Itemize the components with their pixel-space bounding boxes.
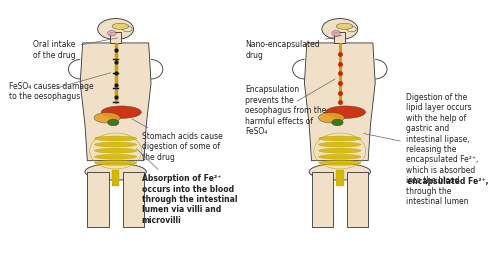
Text: Absorption of Fe²⁺
occurs into the blood
through the intestinal
lumen via villi : Absorption of Fe²⁺ occurs into the blood… <box>136 149 237 225</box>
Ellipse shape <box>108 30 116 36</box>
Ellipse shape <box>318 154 361 159</box>
Circle shape <box>347 26 356 32</box>
Circle shape <box>108 119 119 126</box>
Ellipse shape <box>101 106 141 119</box>
Text: FeSO₄ causes damage
to the oesophagus: FeSO₄ causes damage to the oesophagus <box>10 82 94 101</box>
Text: encapsulated Fe²⁺,: encapsulated Fe²⁺, <box>407 177 488 186</box>
Text: Digestion of the
lipid layer occurs
with the help of
gastric and
intestinal lipa: Digestion of the lipid layer occurs with… <box>364 93 478 206</box>
FancyBboxPatch shape <box>112 170 120 186</box>
Circle shape <box>322 19 358 40</box>
FancyBboxPatch shape <box>336 170 344 186</box>
Ellipse shape <box>318 112 344 123</box>
Ellipse shape <box>332 30 340 36</box>
Ellipse shape <box>112 23 128 29</box>
Polygon shape <box>80 43 151 161</box>
FancyBboxPatch shape <box>347 172 368 227</box>
FancyBboxPatch shape <box>312 172 332 227</box>
Ellipse shape <box>94 148 137 153</box>
Ellipse shape <box>94 112 120 123</box>
FancyBboxPatch shape <box>110 32 122 43</box>
Ellipse shape <box>326 106 366 119</box>
FancyBboxPatch shape <box>88 172 108 227</box>
Ellipse shape <box>94 154 137 159</box>
Ellipse shape <box>94 160 137 165</box>
Ellipse shape <box>94 136 137 141</box>
Ellipse shape <box>318 148 361 153</box>
Ellipse shape <box>85 163 146 180</box>
Ellipse shape <box>318 160 361 165</box>
Circle shape <box>122 26 132 32</box>
Circle shape <box>332 119 343 126</box>
Text: Stomach acids cause
digestion of some of
the drug: Stomach acids cause digestion of some of… <box>132 119 222 162</box>
Ellipse shape <box>318 142 361 147</box>
Ellipse shape <box>309 163 370 180</box>
Circle shape <box>98 19 134 40</box>
FancyBboxPatch shape <box>334 32 345 43</box>
Polygon shape <box>304 43 375 161</box>
Ellipse shape <box>318 136 361 141</box>
Ellipse shape <box>336 23 353 29</box>
Text: Oral intake
of the drug: Oral intake of the drug <box>33 38 117 60</box>
Ellipse shape <box>94 142 137 147</box>
Text: Encapsulation
prevents the
oesophagus from the
harmful effects of
FeSO₄: Encapsulation prevents the oesophagus fr… <box>246 86 327 136</box>
Text: Nano-encapsulated
drug: Nano-encapsulated drug <box>246 35 342 60</box>
FancyBboxPatch shape <box>122 172 144 227</box>
